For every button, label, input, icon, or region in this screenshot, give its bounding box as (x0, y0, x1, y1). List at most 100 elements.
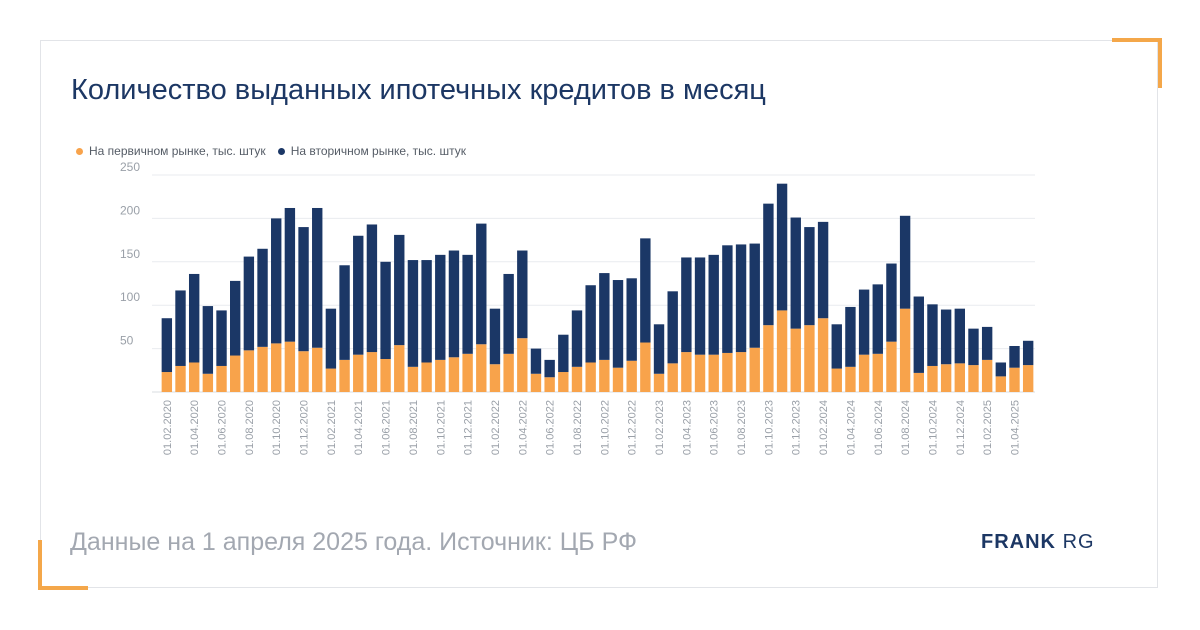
legend-label-primary: На первичном рынке, тыс. штук (89, 144, 266, 158)
bar-secondary-14 (353, 235, 364, 355)
x-tick-label: 01.12.2022 (627, 400, 639, 455)
bar-primary-36 (653, 373, 665, 392)
x-tick-label: 01.08.2023 (736, 400, 748, 455)
bar-secondary-1 (175, 290, 186, 366)
bar-primary-37 (667, 363, 678, 392)
bar-primary-46 (790, 328, 801, 392)
corner-accent-bottom-left-vertical (38, 540, 42, 590)
x-tick-label: 01.02.2022 (490, 400, 502, 455)
bar-primary-54 (899, 308, 911, 392)
x-tick-label: 01.06.2024 (873, 400, 885, 455)
bar-primary-33 (612, 367, 624, 392)
bar-primary-49 (831, 368, 842, 392)
chart-title: Количество выданных ипотечных кредитов в… (71, 74, 766, 106)
y-tick-label: 250 (120, 160, 140, 174)
bar-secondary-35 (640, 238, 651, 343)
bar-primary-38 (681, 352, 692, 392)
bar-primary-11 (312, 347, 323, 392)
bar-secondary-26 (517, 250, 528, 339)
bar-secondary-59 (968, 328, 979, 366)
bar-secondary-36 (653, 324, 665, 374)
x-tick-label: 01.08.2020 (244, 400, 256, 455)
bar-primary-14 (353, 354, 364, 392)
x-tick-label: 01.10.2022 (599, 400, 611, 455)
bar-primary-59 (968, 365, 979, 392)
bar-secondary-53 (886, 263, 897, 342)
bar-primary-57 (940, 364, 952, 392)
bar-primary-58 (954, 363, 965, 392)
bar-primary-12 (325, 368, 337, 392)
x-tick-label: 01.08.2022 (572, 400, 584, 455)
bar-secondary-15 (366, 224, 378, 353)
bar-primary-2 (188, 362, 200, 392)
logo-text-frank: FRANK (981, 531, 1056, 553)
bar-secondary-48 (817, 221, 829, 319)
x-tick-label: 01.04.2023 (681, 400, 693, 455)
x-tick-label: 01.12.2024 (955, 400, 967, 455)
bar-primary-20 (435, 359, 446, 392)
y-tick-label: 50 (120, 334, 134, 348)
bar-secondary-3 (202, 306, 214, 374)
legend-item-primary: На первичном рынке, тыс. штук (76, 144, 266, 158)
bar-primary-41 (722, 352, 733, 392)
bar-primary-29 (558, 372, 569, 392)
bar-secondary-56 (927, 304, 938, 366)
x-tick-label: 01.04.2021 (353, 400, 365, 455)
x-tick-label: 01.04.2020 (189, 400, 201, 455)
bar-secondary-51 (858, 289, 870, 355)
legend-marker-primary (76, 147, 83, 155)
x-tick-label: 01.04.2022 (517, 400, 529, 455)
bar-secondary-41 (722, 245, 733, 353)
bar-primary-6 (243, 350, 255, 392)
bar-primary-7 (257, 346, 268, 392)
bar-primary-30 (571, 366, 583, 392)
bar-primary-3 (202, 373, 214, 392)
bar-secondary-5 (230, 280, 241, 356)
bar-primary-27 (530, 373, 542, 392)
bar-primary-45 (776, 310, 788, 392)
x-tick-label: 01.02.2023 (654, 400, 666, 455)
bar-secondary-33 (612, 280, 624, 368)
x-tick-label: 01.06.2023 (709, 400, 721, 455)
bar-secondary-43 (749, 243, 760, 348)
x-tick-label: 01.10.2024 (927, 400, 939, 455)
legend-marker-secondary (277, 147, 285, 155)
bar-secondary-45 (776, 183, 788, 311)
x-tick-label: 01.06.2022 (545, 400, 557, 455)
x-tick-label: 01.10.2023 (763, 400, 775, 455)
x-tick-label: 01.02.2021 (326, 400, 338, 455)
bar-primary-39 (694, 354, 706, 392)
bar-secondary-7 (257, 248, 268, 347)
bar-primary-43 (749, 347, 760, 392)
bar-secondary-50 (845, 306, 856, 367)
y-tick-label: 100 (120, 290, 140, 304)
bar-secondary-9 (284, 207, 296, 342)
bar-secondary-0 (161, 318, 173, 373)
bar-primary-26 (517, 338, 528, 392)
bar-primary-8 (271, 343, 282, 392)
x-tick-label: 01.06.2020 (217, 400, 229, 455)
bar-secondary-61 (995, 362, 1007, 377)
x-tick-label: 01.02.2024 (818, 400, 830, 455)
x-tick-label: 01.10.2021 (435, 400, 447, 455)
bar-secondary-19 (421, 260, 432, 363)
bar-secondary-17 (394, 234, 405, 346)
source-note: Данные на 1 апреля 2025 года. Источник: … (70, 528, 637, 556)
bar-primary-4 (216, 365, 227, 392)
bar-secondary-13 (339, 265, 350, 360)
bar-primary-5 (230, 355, 241, 392)
x-tick-label: 01.06.2021 (381, 400, 393, 455)
bar-secondary-58 (954, 308, 965, 364)
x-tick-label: 01.08.2021 (408, 400, 420, 455)
y-tick-label: 200 (120, 203, 140, 217)
bar-secondary-22 (462, 254, 473, 354)
bar-secondary-62 (1009, 345, 1020, 368)
bar-secondary-54 (899, 215, 911, 309)
bar-primary-17 (394, 345, 405, 392)
corner-accent-top-right-vertical (1158, 38, 1162, 88)
bar-secondary-8 (271, 218, 282, 344)
x-tick-label: 01.12.2023 (791, 400, 803, 455)
bar-secondary-10 (298, 227, 309, 352)
bar-primary-42 (735, 352, 747, 392)
bar-primary-60 (981, 359, 993, 392)
